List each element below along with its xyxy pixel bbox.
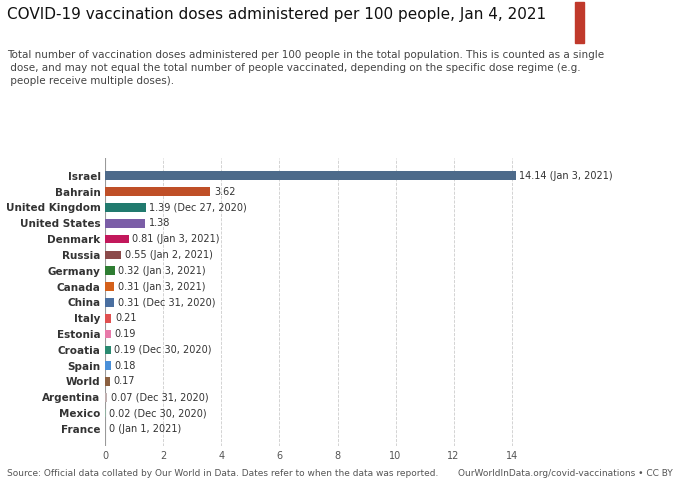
Text: 3.62: 3.62 <box>214 187 235 197</box>
Bar <box>105 330 111 338</box>
Text: 0.19: 0.19 <box>114 329 136 339</box>
Bar <box>105 346 111 354</box>
Bar <box>575 2 585 43</box>
Text: 0.21: 0.21 <box>115 313 137 323</box>
Bar <box>105 219 146 228</box>
Bar <box>105 235 129 243</box>
Bar <box>105 282 114 291</box>
Text: 0.07 (Dec 31, 2020): 0.07 (Dec 31, 2020) <box>111 392 209 402</box>
Text: 14.14 (Jan 3, 2021): 14.14 (Jan 3, 2021) <box>519 171 613 181</box>
Bar <box>105 203 146 212</box>
Text: 0.32 (Jan 3, 2021): 0.32 (Jan 3, 2021) <box>118 266 206 276</box>
Text: OurWorldInData.org/covid-vaccinations • CC BY: OurWorldInData.org/covid-vaccinations • … <box>458 468 673 478</box>
Text: 0.17: 0.17 <box>114 376 135 386</box>
Text: in Data: in Data <box>613 27 649 36</box>
Text: 0.18: 0.18 <box>114 360 135 371</box>
Bar <box>105 251 121 259</box>
Text: 0.55 (Jan 2, 2021): 0.55 (Jan 2, 2021) <box>125 250 213 260</box>
Bar <box>105 314 112 323</box>
Text: Source: Official data collated by Our World in Data. Dates refer to when the dat: Source: Official data collated by Our Wo… <box>7 468 438 478</box>
Bar <box>105 377 110 386</box>
Text: COVID-19 vaccination doses administered per 100 people, Jan 4, 2021: COVID-19 vaccination doses administered … <box>7 7 546 22</box>
Bar <box>105 266 115 275</box>
Bar <box>105 361 111 370</box>
Text: 1.39 (Dec 27, 2020): 1.39 (Dec 27, 2020) <box>149 203 247 213</box>
Bar <box>105 298 114 307</box>
Text: 0.19 (Dec 30, 2020): 0.19 (Dec 30, 2020) <box>114 345 212 355</box>
Text: 1.38: 1.38 <box>149 218 170 228</box>
Bar <box>105 171 515 180</box>
Text: Our World: Our World <box>605 11 657 20</box>
Bar <box>105 187 210 196</box>
Bar <box>105 393 107 402</box>
Text: 0.31 (Jan 3, 2021): 0.31 (Jan 3, 2021) <box>118 282 205 291</box>
Text: Total number of vaccination doses administered per 100 people in the total popul: Total number of vaccination doses admini… <box>7 50 604 86</box>
Text: 0.81 (Jan 3, 2021): 0.81 (Jan 3, 2021) <box>133 234 220 244</box>
Text: 0.31 (Dec 31, 2020): 0.31 (Dec 31, 2020) <box>118 298 216 307</box>
Text: 0.02 (Dec 30, 2020): 0.02 (Dec 30, 2020) <box>109 408 207 418</box>
Text: 0 (Jan 1, 2021): 0 (Jan 1, 2021) <box>109 424 181 434</box>
